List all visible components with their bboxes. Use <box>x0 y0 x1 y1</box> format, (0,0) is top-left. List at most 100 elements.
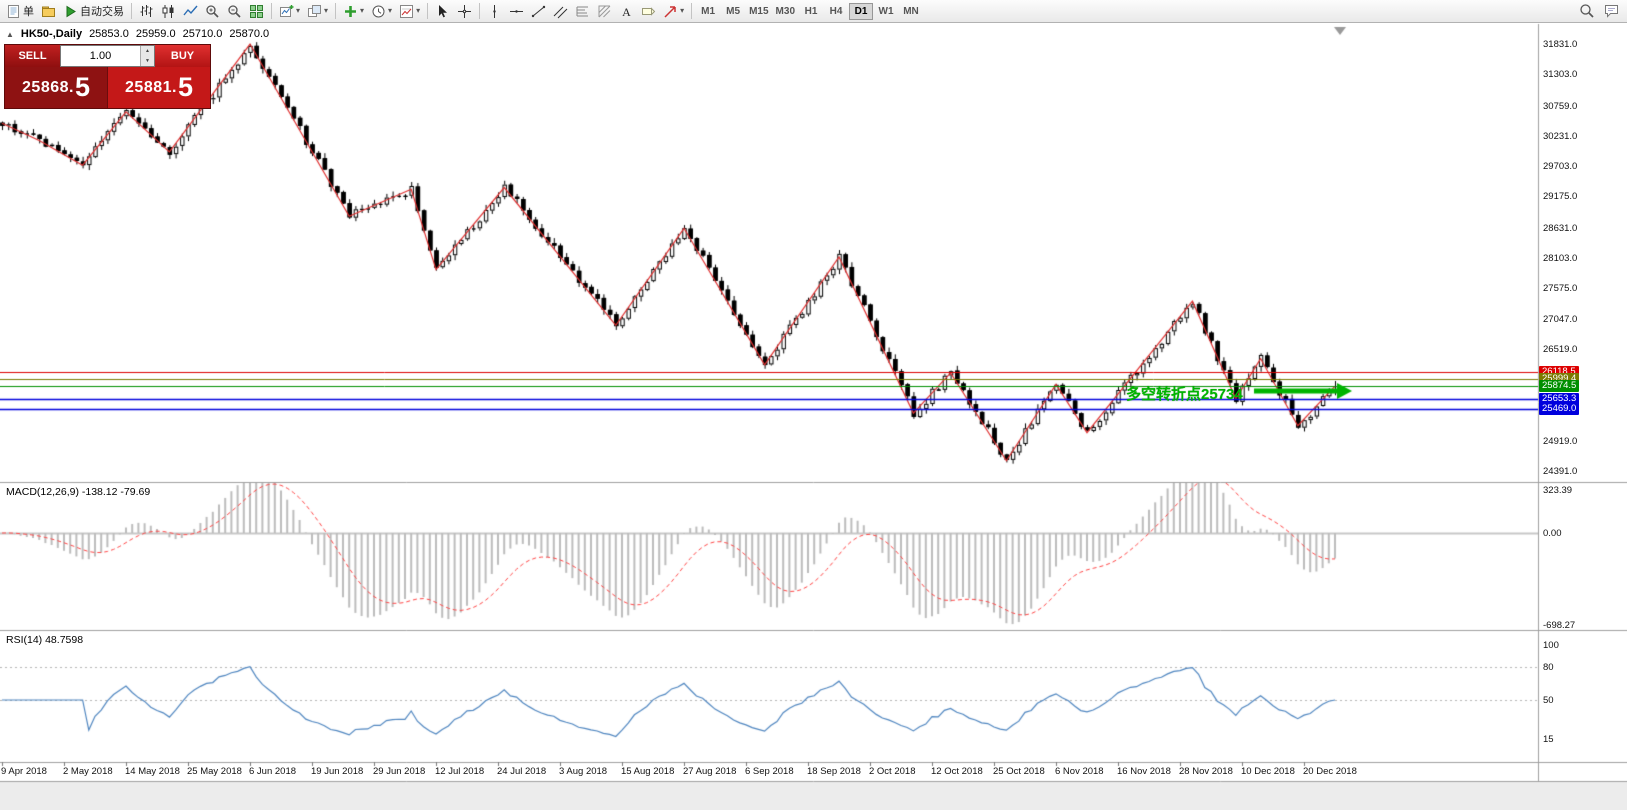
timeframe-h4-button[interactable]: H4 <box>824 3 848 20</box>
gann-button[interactable] <box>594 2 615 21</box>
timeframe-h1-button[interactable]: H1 <box>799 3 823 20</box>
one-click-prices: 25868. 5 25881. 5 <box>5 67 210 108</box>
bar-chart-button[interactable] <box>136 2 157 21</box>
timeframe-m5-button[interactable]: M5 <box>721 3 745 20</box>
hline-icon <box>509 4 524 19</box>
caret-down-icon: ▾ <box>388 6 393 15</box>
caret-down-icon: ▾ <box>360 6 365 15</box>
folder-icon <box>41 4 56 19</box>
caret-down-icon: ▾ <box>680 6 685 15</box>
periods-button[interactable]: ▾ <box>368 2 395 21</box>
one-click-collapse-icon[interactable]: ▲ <box>6 29 14 39</box>
volume-increase-button[interactable]: ▲ <box>141 46 154 56</box>
fibonacci-icon <box>575 4 590 19</box>
label-icon <box>641 4 656 19</box>
vertical-line-button[interactable] <box>484 2 505 21</box>
toolbar-separator <box>479 3 481 19</box>
one-click-trading-panel: SELL ▲ ▼ BUY 25868.5 25881.5 <box>4 44 211 109</box>
sell-price[interactable]: 25868. 5 <box>5 67 107 108</box>
chat-button[interactable] <box>1601 1 1622 20</box>
auto-trading-button-label: 自动交易 <box>80 6 124 18</box>
line-chart-icon <box>183 4 198 19</box>
new-chart-button[interactable]: ▾ <box>276 2 303 21</box>
caret-down-icon: ▾ <box>296 6 301 15</box>
trendline-button[interactable] <box>528 2 549 21</box>
search-icon <box>1579 3 1594 18</box>
templates-button[interactable]: ▾ <box>396 2 423 21</box>
line-chart-button[interactable] <box>180 2 201 21</box>
new-order-button[interactable]: 单 <box>3 2 37 21</box>
zoom-out-button[interactable] <box>224 2 245 21</box>
zoom-in-button[interactable] <box>202 2 223 21</box>
buy-price[interactable]: 25881. 5 <box>107 67 210 108</box>
gann-icon <box>597 4 612 19</box>
candlestick-button[interactable] <box>158 2 179 21</box>
channel-icon <box>553 4 568 19</box>
ohlc-close: 25870.0 <box>229 28 270 40</box>
timeframe-m15-button[interactable]: M15 <box>746 3 771 20</box>
template-icon <box>399 4 414 19</box>
channel-button[interactable] <box>550 2 571 21</box>
toolbar-separator <box>271 3 272 19</box>
macd-indicator-label: MACD(12,26,9) -138.12 -79.69 <box>6 486 151 498</box>
vline-icon <box>487 4 502 19</box>
fibonacci-button[interactable] <box>572 2 593 21</box>
toolbar-separator <box>131 3 132 19</box>
chart-annotation-text[interactable]: 多空转折点25734 <box>1126 386 1243 403</box>
cascade-icon <box>307 4 322 19</box>
quotes-button[interactable] <box>38 2 59 21</box>
zoom-out-icon <box>227 4 242 19</box>
volume-decrease-button[interactable]: ▼ <box>141 56 154 66</box>
timeframe-m1-button[interactable]: M1 <box>696 3 720 20</box>
chat-icon <box>1604 3 1619 18</box>
timeframe-m30-button[interactable]: M30 <box>773 3 798 20</box>
cursor-icon <box>435 4 450 19</box>
ohlc-high: 25959.0 <box>135 28 176 40</box>
toolbar-separator <box>335 3 337 19</box>
new-order-button-label: 单 <box>23 6 34 18</box>
search-button[interactable] <box>1576 1 1597 20</box>
volume-spinner: ▲ ▼ <box>140 46 154 66</box>
svg-text:A: A <box>622 5 631 19</box>
new-chart-icon <box>279 4 294 19</box>
buy-price-main: 25881. <box>125 78 177 96</box>
symbol-period-label: HK50-,Daily <box>20 28 83 40</box>
chart-title-bar: ▲ HK50-,Daily 25853.0 25959.0 25710.0 25… <box>6 28 269 40</box>
cursor-button[interactable] <box>432 2 453 21</box>
rsi-indicator-label: RSI(14) 48.7598 <box>6 634 84 646</box>
timeframe-mn-button[interactable]: MN <box>899 3 923 20</box>
bar-chart-icon <box>139 4 154 19</box>
text-button[interactable]: A <box>616 2 637 21</box>
crosshair-button[interactable] <box>454 2 475 21</box>
buy-button[interactable]: BUY <box>155 45 210 67</box>
sell-price-main: 25868. <box>22 78 74 96</box>
tile-windows-button[interactable] <box>246 2 267 21</box>
indicators-icon <box>343 4 358 19</box>
crosshair-icon <box>457 4 472 19</box>
horizontal-line-button[interactable] <box>506 2 527 21</box>
one-click-controls: SELL ▲ ▼ BUY <box>5 45 210 67</box>
document-icon <box>6 4 21 19</box>
toolbar-separator <box>427 3 429 19</box>
ohlc-low: 25710.0 <box>182 28 223 40</box>
candlestick-icon <box>161 4 176 19</box>
play-icon <box>63 4 78 19</box>
toolbar-right <box>1576 1 1622 20</box>
timeframe-d1-button[interactable]: D1 <box>849 2 873 20</box>
caret-down-icon: ▾ <box>416 6 421 15</box>
auto-trading-button[interactable]: 自动交易 <box>60 2 127 21</box>
caret-down-icon: ▾ <box>324 6 329 15</box>
volume-input[interactable] <box>61 46 140 66</box>
clock-icon <box>371 4 386 19</box>
profiles-button[interactable]: ▾ <box>304 2 331 21</box>
main-toolbar: 单 自动交易 ▾ ▾ ▾ ▾ ▾ A ▾ M1 M5 M15 M30 H1 H4 D1 W1 MN <box>0 0 1627 23</box>
sell-button[interactable]: SELL <box>5 45 60 67</box>
timeframe-w1-button[interactable]: W1 <box>874 3 898 20</box>
indicators-button[interactable]: ▾ <box>340 2 367 21</box>
trendline-icon <box>531 4 546 19</box>
label-button[interactable] <box>638 2 659 21</box>
sell-price-fraction: 5 <box>74 72 90 102</box>
shapes-button[interactable]: ▾ <box>660 2 687 21</box>
